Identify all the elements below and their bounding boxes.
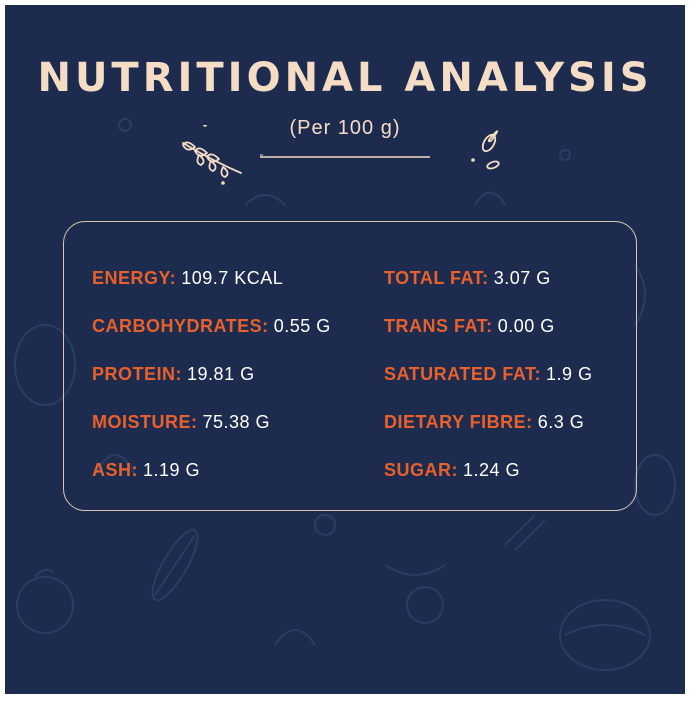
page-title: NUTRITIONAL ANALYSIS — [37, 55, 653, 101]
serving-size-subtitle: (Per 100 g) — [289, 117, 401, 139]
nutrient-column-left: ENERGY: 109.7 KCAL CARBOHYDRATES: 0.55 G… — [92, 264, 331, 504]
nutrient-label: DIETARY FIBRE: — [384, 412, 533, 432]
nutrient-row-dietary-fibre: DIETARY FIBRE: 6.3 G — [384, 408, 593, 456]
nutrition-facts-panel: ENERGY: 109.7 KCAL CARBOHYDRATES: 0.55 G… — [63, 221, 637, 511]
nutrient-label: TOTAL FAT: — [384, 268, 489, 288]
title-ornament — [181, 125, 500, 185]
nutrient-row-sugar: SUGAR: 1.24 G — [384, 456, 593, 504]
nutrient-label: ENERGY: — [92, 268, 177, 288]
nutrient-value: 75.38 G — [202, 412, 271, 432]
nutrient-label: MOISTURE: — [92, 412, 198, 432]
nutrient-column-right: TOTAL FAT: 3.07 G TRANS FAT: 0.00 G SATU… — [384, 264, 593, 504]
nutrient-value: 0.55 G — [273, 316, 331, 336]
food-doodle-pattern — [14, 118, 676, 671]
nutrient-label: SATURATED FAT: — [384, 364, 541, 384]
nutrient-label: ASH: — [92, 460, 138, 480]
wheat-sprig-icon — [181, 141, 242, 178]
nutrient-row-trans-fat: TRANS FAT: 0.00 G — [384, 312, 593, 360]
nutrient-value: 3.07 G — [493, 268, 551, 288]
nutrient-row-energy: ENERGY: 109.7 KCAL — [92, 264, 331, 312]
nutrient-row-protein: PROTEIN: 19.81 G — [92, 360, 331, 408]
nutrient-value: 19.81 G — [187, 364, 255, 384]
nutrient-label: PROTEIN: — [92, 364, 183, 384]
nutrient-value: 1.24 G — [463, 460, 521, 480]
nutrient-value: 109.7 KCAL — [181, 268, 284, 288]
nutrient-value: 0.00 G — [497, 316, 555, 336]
leaf-icon — [481, 130, 500, 170]
nutrient-label: SUGAR: — [384, 460, 458, 480]
nutrient-row-saturated-fat: SATURATED FAT: 1.9 G — [384, 360, 593, 408]
nutrient-row-carbohydrates: CARBOHYDRATES: 0.55 G — [92, 312, 331, 360]
nutrient-label: TRANS FAT: — [384, 316, 493, 336]
nutrition-card: NUTRITIONAL ANALYSIS (Per 100 g) ENERGY:… — [5, 5, 685, 694]
nutrient-row-ash: ASH: 1.19 G — [92, 456, 331, 504]
nutrient-row-moisture: MOISTURE: 75.38 G — [92, 408, 331, 456]
nutrient-row-total-fat: TOTAL FAT: 3.07 G — [384, 264, 593, 312]
nutrient-value: 6.3 G — [537, 412, 585, 432]
nutrient-value: 1.9 G — [546, 364, 593, 384]
nutrient-label: CARBOHYDRATES: — [92, 316, 269, 336]
nutrient-value: 1.19 G — [143, 460, 201, 480]
